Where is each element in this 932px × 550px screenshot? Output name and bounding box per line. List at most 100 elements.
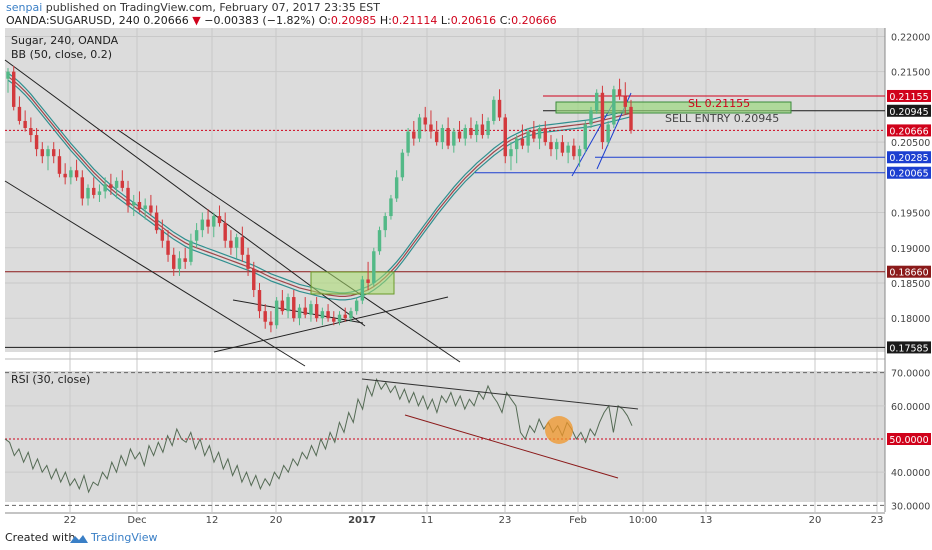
rsi-y-tick-label: 30.0000: [891, 501, 930, 512]
high-label: H:: [379, 14, 392, 27]
ohlc-line: OANDA:SUGARUSD, 240 0.20666 ▼ −0.00383 (…: [6, 14, 557, 27]
candle-body: [286, 297, 290, 312]
bb-indicator-label: BB (50, close, 0.2): [11, 48, 112, 61]
close-label: C:: [499, 14, 512, 27]
candle-body: [269, 321, 273, 326]
candle-body: [612, 89, 616, 125]
candle-body: [383, 216, 387, 231]
candles: [6, 66, 633, 333]
x-tick-label: 20: [809, 515, 822, 526]
trend-line: [4, 180, 306, 367]
candle-body: [86, 187, 90, 199]
candle-body: [423, 117, 427, 125]
sell-entry-label: SELL ENTRY 0.20945: [665, 112, 779, 125]
rsi-resistance-line: [361, 378, 639, 410]
candle-body: [514, 138, 519, 150]
candle-body: [17, 106, 22, 121]
price-label-box: [887, 341, 931, 354]
candle-body: [92, 187, 96, 195]
y-tick-label: 0.20500: [891, 138, 930, 149]
candle-body: [486, 120, 490, 136]
y-tick-label: 0.19000: [891, 244, 930, 255]
candle-body: [457, 131, 462, 139]
candle-body: [229, 240, 233, 248]
candle-body: [257, 290, 262, 312]
rsi-band-background: [5, 371, 885, 502]
candle-body: [160, 230, 165, 241]
candle-body: [594, 92, 599, 111]
candle-body: [57, 156, 62, 174]
candle-body: [223, 223, 227, 241]
candle-body: [474, 124, 479, 136]
high-value: 0.21114: [391, 14, 438, 27]
price-label-box: [887, 166, 931, 179]
candle-body: [314, 304, 319, 319]
price-label-text: 0.21155: [889, 92, 928, 103]
price-label-text: 0.20666: [889, 126, 928, 137]
candle-body: [566, 145, 570, 153]
price-pane-title: Sugar, 240, OANDA: [11, 34, 119, 47]
candle-body: [623, 96, 627, 107]
price-label-box: [887, 151, 931, 164]
candle-body: [526, 131, 530, 146]
candle-body: [126, 187, 130, 206]
rsi-pane-title: RSI (30, close): [11, 373, 90, 386]
candle-body: [120, 180, 125, 188]
candle-body: [80, 177, 85, 199]
candle-body: [252, 268, 256, 291]
rsi-50-label-box: [887, 433, 931, 445]
price-change: −0.00383 (−1.82%): [204, 14, 316, 27]
demand-zone-box: [310, 271, 395, 295]
candle-body: [600, 92, 605, 143]
rsi-highlight-circle: [545, 416, 573, 444]
candle-body: [332, 318, 336, 322]
created-with-text: Created with: [5, 531, 76, 544]
author-link[interactable]: senpai: [6, 1, 43, 14]
candle-body: [577, 149, 582, 157]
x-tick-label: 12: [206, 515, 219, 526]
candle-body: [274, 300, 279, 326]
rsi-support-line: [404, 414, 619, 479]
candle-body: [172, 254, 176, 269]
candle-body: [400, 152, 405, 178]
candle-body: [326, 311, 330, 319]
grid-lines: [5, 28, 886, 514]
candle-body: [497, 99, 502, 118]
tradingview-brand[interactable]: TradingView: [91, 531, 158, 544]
candle-body: [6, 71, 10, 79]
x-tick-label: Dec: [127, 515, 146, 526]
candle-body: [463, 128, 467, 139]
candle-body: [206, 219, 210, 227]
x-tick-label: 23: [871, 515, 884, 526]
candle-body: [406, 131, 410, 153]
candle-body: [343, 314, 347, 319]
last-price: 0.20666: [143, 14, 189, 27]
candle-body: [234, 237, 239, 248]
candle-body: [492, 99, 496, 121]
candle-body: [97, 191, 102, 195]
candle-body: [40, 149, 45, 157]
candle-body: [554, 142, 559, 150]
candle-body: [509, 149, 513, 157]
x-tick-label: 13: [700, 515, 713, 526]
candle-body: [572, 145, 576, 157]
candle-body: [440, 128, 445, 143]
candle-body: [12, 71, 16, 107]
price-label-box: [887, 124, 931, 137]
candle-body: [109, 184, 113, 188]
candle-body: [46, 149, 50, 157]
tradingview-logo-icon: [70, 535, 88, 543]
candle-body: [280, 300, 285, 312]
trend-line: [117, 129, 461, 363]
candle-body: [469, 128, 473, 136]
candle-body: [52, 149, 56, 157]
candle-body: [74, 170, 79, 178]
candle-body: [103, 184, 107, 192]
candle-body: [200, 219, 205, 231]
candle-body: [246, 254, 250, 269]
candle-body: [132, 201, 136, 206]
trend-line: [4, 59, 366, 327]
candle-body: [34, 135, 39, 150]
candle-body: [114, 180, 119, 188]
